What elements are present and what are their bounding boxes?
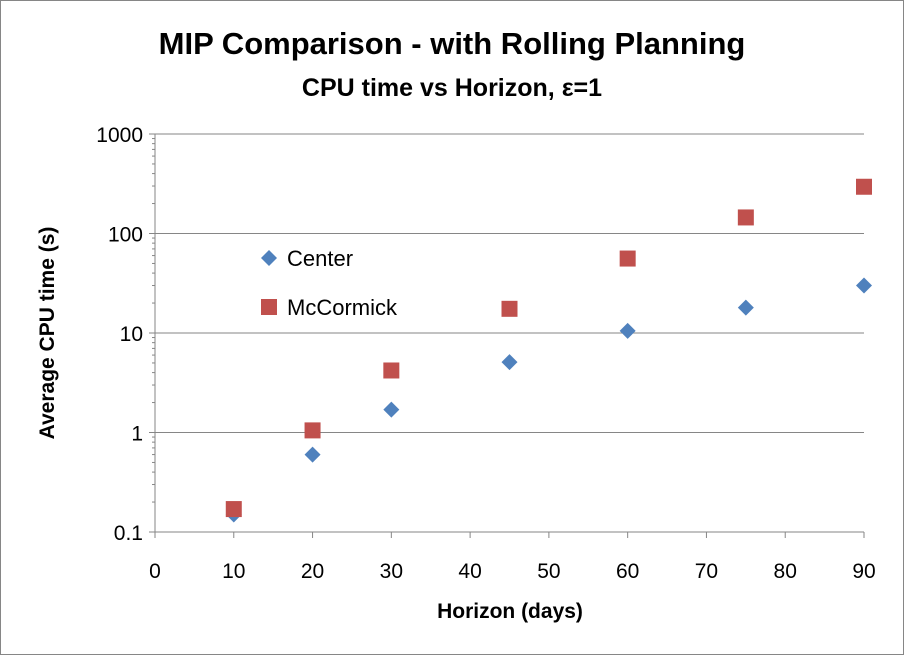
x-tick-label: 80 [774, 560, 797, 583]
legend-item-mccormick: McCormick [261, 295, 398, 320]
legend-marker-center [261, 250, 277, 266]
y-tick-label: 1000 [96, 124, 143, 147]
x-tick-label: 90 [852, 560, 875, 583]
y-tick-labels: 0.1 1 10 100 1000 [96, 124, 143, 545]
x-tick-label: 30 [380, 560, 403, 583]
y-tick-label: 10 [120, 323, 143, 346]
y-tick-label: 0.1 [114, 522, 143, 545]
legend-item-center: Center [261, 246, 353, 271]
point-mccormick [619, 250, 636, 267]
legend-label-center: Center [287, 246, 353, 271]
data-points [225, 178, 872, 523]
point-center [304, 446, 321, 463]
legend-label-mccormick: McCormick [287, 295, 398, 320]
point-center [619, 322, 636, 339]
x-tick-label: 40 [458, 560, 481, 583]
y-axis-title: Average CPU time (s) [36, 227, 59, 440]
x-tick-label: 60 [616, 560, 639, 583]
point-mccormick [225, 501, 242, 518]
grid-lines [155, 133, 864, 433]
point-mccormick [304, 422, 321, 439]
point-center [501, 354, 518, 371]
y-tick-label: 100 [108, 224, 143, 247]
point-center [383, 401, 400, 418]
point-mccormick [856, 178, 872, 195]
legend-marker-mccormick [261, 299, 277, 315]
chart-subtitle: CPU time vs Horizon, ε=1 [302, 74, 602, 102]
x-tick-labels: 0 10 20 30 40 50 60 70 80 90 [149, 560, 876, 583]
y-tick-marks [149, 133, 155, 533]
x-tick-label: 50 [537, 560, 560, 583]
y-tick-label: 1 [131, 423, 143, 446]
x-tick-label: 0 [149, 560, 161, 583]
x-tick-label: 20 [301, 560, 324, 583]
x-tick-label: 70 [695, 560, 718, 583]
point-center [856, 277, 872, 294]
point-mccormick [737, 209, 754, 226]
point-mccormick [383, 362, 400, 379]
x-tick-label: 10 [222, 560, 245, 583]
point-mccormick [501, 300, 518, 317]
chart-title: MIP Comparison - with Rolling Planning [159, 26, 746, 61]
point-center [737, 299, 754, 316]
x-tick-marks [154, 532, 865, 538]
x-axis-title: Horizon (days) [437, 600, 583, 623]
legend: Center McCormick [261, 246, 398, 320]
